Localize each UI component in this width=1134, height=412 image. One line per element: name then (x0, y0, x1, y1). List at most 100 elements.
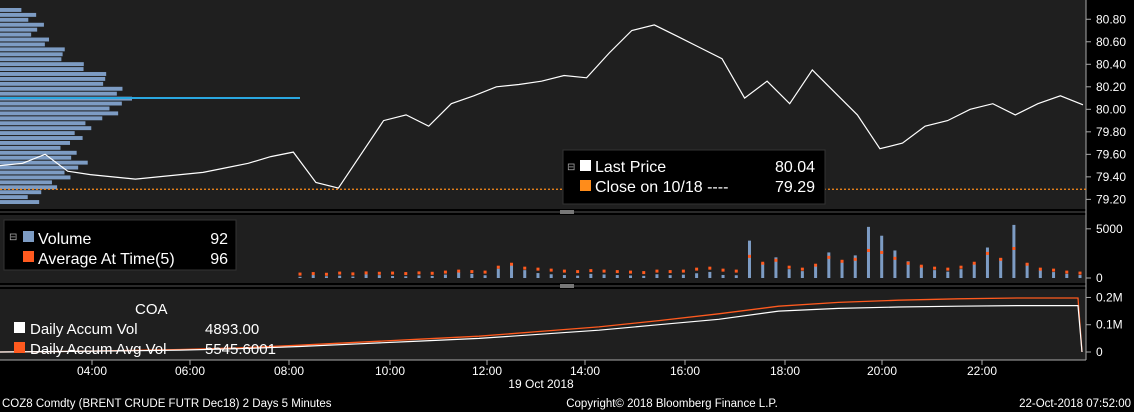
volume-profile-bar (0, 160, 88, 165)
price-tick-label: 79.20 (1096, 192, 1126, 206)
volume-bar (629, 275, 633, 278)
accum-tick-label: 0.2M (1096, 290, 1123, 304)
average-dot (1025, 262, 1029, 266)
volume-bar (946, 271, 950, 278)
volume-bar (893, 250, 897, 278)
volume-bar (1012, 224, 1016, 278)
volume-bar (351, 276, 355, 278)
x-axis-ticks: 04:00 06:00 08:00 10:00 12:00 14:00 16:00 18:00… (77, 360, 997, 378)
volume-profile-bar (0, 47, 65, 52)
average-dot (1052, 268, 1056, 272)
x-tick-label: 10:00 (375, 364, 405, 378)
average-dot (1065, 270, 1069, 274)
volume-bar (827, 252, 831, 278)
volume-profile-bar (0, 67, 84, 72)
average-dot (695, 267, 699, 271)
average-dot (814, 263, 818, 267)
volume-profile-bar (0, 145, 61, 150)
x-tick-label: 08:00 (274, 364, 304, 378)
volume-label: Volume (38, 231, 91, 248)
volume-bar (430, 275, 434, 278)
close-value: 79.29 (775, 179, 815, 196)
volume-bar (999, 258, 1003, 278)
average-dot (615, 270, 619, 274)
accum-avg-value: 5545.6001 (205, 341, 276, 358)
volume-bar (510, 265, 514, 278)
volume-profile-bar (0, 140, 71, 145)
volume-profile-bar (0, 116, 103, 121)
volume-bar (470, 273, 474, 278)
y-axis-ticks: 80.80 80.60 80.40 80.20 80.00 79.80 79.60 79.40… (1086, 12, 1126, 359)
average-dot (655, 269, 659, 273)
volume-bar (734, 275, 738, 278)
volume-bar (681, 274, 685, 278)
close-swatch (580, 180, 591, 191)
volume-bar (642, 275, 646, 278)
volume-bar (562, 275, 566, 278)
average-dot (523, 266, 527, 270)
volume-profile-bar (0, 150, 77, 155)
x-tick-label: 06:00 (175, 364, 205, 378)
volume-bar (496, 268, 500, 278)
x-date-label: 19 Oct 2018 (508, 377, 574, 391)
average-dots (298, 247, 1082, 276)
divider-handle-2[interactable] (560, 284, 574, 288)
price-panel (0, 0, 1086, 209)
legend-expander-price[interactable]: ⊟ (567, 162, 575, 173)
average-dot (1038, 267, 1042, 271)
average-dot (721, 268, 725, 272)
volume-profile-bar (0, 111, 119, 116)
average-dot (404, 272, 408, 276)
average-dot (589, 269, 593, 273)
price-tick-label: 79.60 (1096, 147, 1126, 161)
price-tick-label: 80.80 (1096, 12, 1126, 26)
volume-profile (0, 8, 300, 204)
x-tick-label: 16:00 (670, 364, 700, 378)
volume-profile-bar (0, 175, 71, 180)
last-price-value: 80.04 (775, 159, 815, 176)
volume-bar (919, 266, 923, 278)
volume-profile-bar (0, 170, 65, 175)
footer-right: 22-Oct-2018 07:52:00 (1019, 398, 1131, 410)
divider-handle-1[interactable] (560, 210, 574, 214)
accum-vol-label: Daily Accum Vol (30, 321, 138, 338)
volume-profile-bar (0, 91, 117, 96)
volume-bar (1052, 272, 1056, 278)
volume-bar (377, 275, 381, 278)
volume-profile-bar (0, 200, 40, 204)
volume-profile-bar (0, 81, 104, 86)
average-dot (483, 270, 487, 274)
average-dot (496, 265, 500, 269)
volume-bar (298, 276, 302, 278)
volume-profile-bar (0, 185, 58, 190)
volume-profile-bar (0, 126, 92, 131)
accum-tick-label: 0 (1096, 345, 1103, 359)
volume-bar (364, 274, 368, 278)
average-dot (985, 251, 989, 255)
average-dot (893, 256, 897, 260)
average-dot (443, 270, 447, 274)
accum-vol-swatch (14, 322, 25, 333)
volume-bar (866, 226, 870, 278)
volume-bar (959, 269, 963, 278)
volume-bar (324, 276, 328, 278)
volume-bar (972, 264, 976, 278)
volume-legend-box (3, 219, 237, 271)
accum-vol-value: 4893.00 (205, 321, 259, 338)
volume-bar (1078, 275, 1082, 278)
volume-bar (549, 274, 553, 278)
average-dot (576, 270, 580, 274)
average-dot (1078, 271, 1082, 275)
average-dot (549, 268, 553, 272)
average-dot (377, 271, 381, 275)
close-label: Close on 10/18 ---- (595, 179, 728, 196)
average-dot (708, 266, 712, 270)
average-dot (681, 269, 685, 273)
price-tick-label: 79.80 (1096, 125, 1126, 139)
price-legend-box (562, 149, 826, 205)
legend-expander-volume[interactable]: ⊟ (9, 232, 17, 243)
average-dot (430, 271, 434, 275)
volume-profile-bar (0, 136, 83, 140)
accum-avg-line (0, 297, 1083, 353)
volume-profile-bar (0, 121, 86, 126)
